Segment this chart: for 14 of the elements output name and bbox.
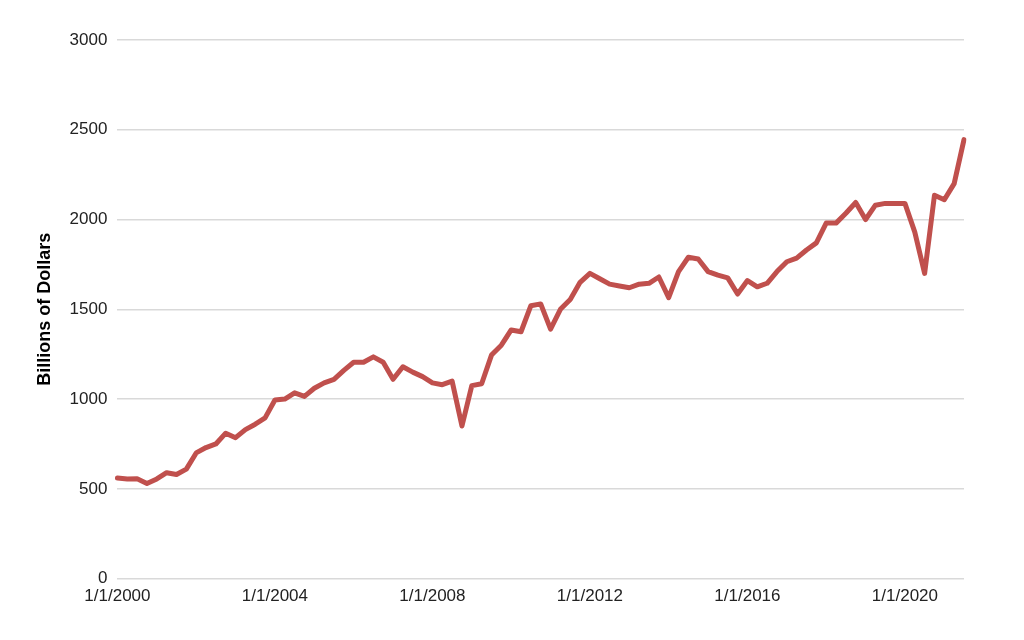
y-axis-title: Billions of Dollars bbox=[33, 232, 54, 386]
x-tick-label: 1/1/2016 bbox=[714, 586, 781, 606]
x-tick-label: 1/1/2008 bbox=[399, 586, 466, 606]
x-tick-label: 1/1/2012 bbox=[556, 586, 624, 606]
y-tick-label: 1000 bbox=[69, 388, 108, 408]
y-tick-label: 500 bbox=[79, 478, 108, 498]
y-tick-label: 3000 bbox=[69, 29, 108, 49]
y-tick-label: 0 bbox=[97, 568, 108, 588]
y-tick-label: 2500 bbox=[69, 119, 108, 139]
x-tick-label: 1/1/2004 bbox=[241, 586, 309, 606]
y-tick-label: 2000 bbox=[69, 209, 108, 229]
y-tick-label: 1500 bbox=[69, 298, 108, 318]
x-tick-label: 1/1/2000 bbox=[84, 586, 151, 606]
x-tick-label: 1/1/2020 bbox=[871, 586, 939, 606]
